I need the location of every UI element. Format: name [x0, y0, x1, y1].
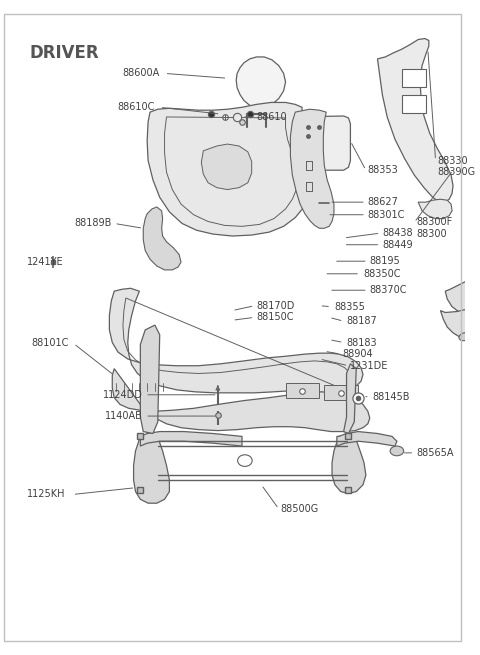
Ellipse shape [390, 446, 404, 456]
Polygon shape [332, 436, 366, 493]
Polygon shape [236, 57, 286, 107]
Polygon shape [418, 199, 452, 219]
Polygon shape [290, 109, 334, 229]
Text: 88565A: 88565A [416, 448, 454, 458]
Text: 88438: 88438 [383, 228, 413, 238]
Polygon shape [377, 39, 453, 202]
Text: 88627: 88627 [368, 197, 399, 207]
Text: 88301C: 88301C [368, 210, 405, 219]
Polygon shape [143, 207, 181, 270]
Text: 88355: 88355 [334, 302, 365, 312]
Polygon shape [344, 364, 356, 434]
Polygon shape [337, 432, 397, 446]
Text: DRIVER: DRIVER [29, 45, 99, 62]
Text: 88350C: 88350C [363, 269, 400, 279]
Polygon shape [147, 102, 313, 236]
Text: 88150C: 88150C [256, 312, 294, 322]
Ellipse shape [466, 345, 480, 354]
Text: 88600A: 88600A [122, 68, 160, 79]
Text: 88610C: 88610C [118, 102, 155, 112]
Text: 88500G: 88500G [281, 504, 319, 514]
Text: 88353: 88353 [368, 165, 398, 175]
Text: 88170D: 88170D [256, 301, 295, 310]
Text: 88370C: 88370C [370, 285, 407, 295]
Text: 88187: 88187 [347, 316, 377, 326]
Ellipse shape [238, 455, 252, 466]
Polygon shape [402, 95, 426, 113]
Text: 1231DE: 1231DE [350, 361, 389, 371]
Ellipse shape [459, 333, 470, 341]
Polygon shape [112, 369, 370, 432]
Polygon shape [286, 383, 319, 398]
Text: 88195: 88195 [370, 256, 400, 266]
Polygon shape [445, 276, 480, 323]
Polygon shape [109, 288, 363, 393]
Text: 88101C: 88101C [31, 339, 68, 348]
Text: 88610: 88610 [256, 112, 287, 122]
Polygon shape [324, 385, 358, 400]
Text: 88904: 88904 [343, 349, 373, 359]
Text: 88449: 88449 [383, 240, 413, 250]
Polygon shape [140, 325, 160, 434]
Text: 1140AB: 1140AB [106, 411, 143, 421]
Text: 1241YE: 1241YE [27, 257, 64, 267]
Polygon shape [295, 116, 350, 170]
FancyArrowPatch shape [216, 386, 219, 390]
Text: 88300F: 88300F [416, 217, 453, 227]
Text: 1125KH: 1125KH [27, 489, 66, 500]
Text: 88145B: 88145B [372, 392, 410, 402]
Text: 88300: 88300 [416, 229, 447, 239]
Polygon shape [402, 69, 426, 87]
Text: 88390G: 88390G [438, 167, 476, 177]
Text: 88189B: 88189B [74, 218, 111, 229]
Polygon shape [201, 144, 252, 189]
Text: 1124DD: 1124DD [103, 390, 143, 400]
Polygon shape [133, 434, 169, 503]
Polygon shape [441, 308, 480, 341]
Polygon shape [140, 432, 242, 446]
Text: 88330: 88330 [438, 155, 468, 166]
Text: 88183: 88183 [347, 337, 377, 348]
